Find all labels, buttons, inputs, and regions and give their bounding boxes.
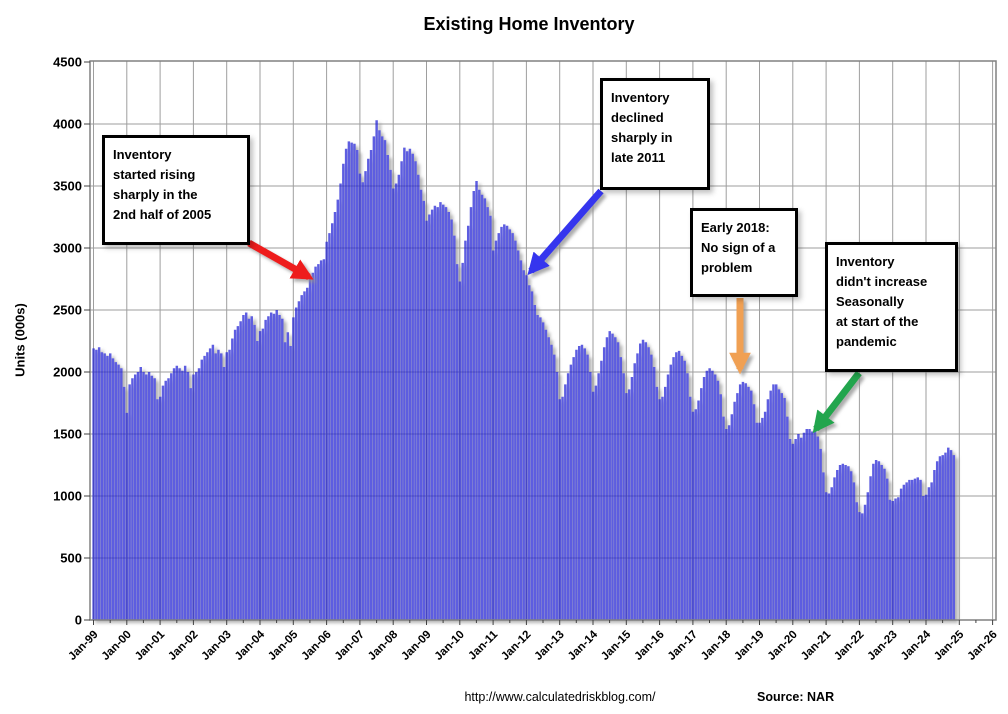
x-axis-tick-label: Jan-06 [299,629,333,663]
annotation-line: pandemic [836,334,897,349]
x-axis-tick-label: Jan-25 [932,628,967,663]
annotation-box: Early 2018: No sign of a problem [690,208,798,297]
x-axis-tick-label: Jan-09 [399,629,433,663]
x-axis-tick-label: Jan-13 [533,629,567,663]
annotation-box: Inventory started rising sharply in the 2nd… [102,135,250,245]
annotation-box: Inventory didn't increase Seasonally at sta… [825,242,958,372]
y-axis-tick-label: 500 [60,551,82,566]
annotation-line: declined [611,110,664,125]
annotation-line: Inventory [611,90,670,105]
x-axis-tick-label: Jan-02 [166,629,200,663]
annotation-line: at start of the [836,314,919,329]
annotation-line: problem [701,260,753,275]
annotation-line: Inventory [836,254,895,269]
annotation-arrow [527,188,604,276]
annotation-line: started rising [113,167,196,182]
y-axis-tick-label: 4500 [53,55,82,70]
x-axis-tick-label: Jan-21 [799,628,834,663]
annotation-line: didn't increase [836,274,928,289]
x-axis-tick-label: Jan-14 [566,628,601,663]
annotation-arrows [247,188,862,434]
y-axis-tick-label: 1000 [53,489,82,504]
x-axis-tick-label: Jan-16 [632,629,666,663]
x-axis-tick-label: Jan-10 [433,629,467,663]
x-axis-tick-label: Jan-08 [366,628,401,663]
annotation-line: sharply in [611,130,673,145]
annotation-arrow [812,370,862,434]
annotation-line: sharply in the [113,187,198,202]
x-axis-tick-label: Jan-99 [66,629,100,663]
annotation-line: Early 2018: [701,220,770,235]
x-axis-tick-label: Jan-00 [100,629,134,663]
annotation-line: 2nd half of 2005 [113,207,212,222]
x-axis-tick-label: Jan-07 [333,629,367,663]
x-axis-tick-label: Jan-23 [866,629,900,663]
footer-source: Source: NAR [757,690,835,704]
x-axis-tick-label: Jan-04 [233,628,268,663]
x-axis-tick-label: Jan-24 [899,628,934,663]
x-axis-tick-label: Jan-19 [732,629,766,663]
annotation-line: late 2011 [611,150,666,165]
x-axis-tick-label: Jan-26 [965,629,999,663]
x-axis-tick-label: Jan-20 [766,629,800,663]
annotation-line: No sign of a [701,240,776,255]
annotation-arrow [247,239,314,281]
x-axis-tick-label: Jan-18 [699,628,734,663]
x-axis-tick-label: Jan-03 [200,629,234,663]
x-axis-tick-label: Jan-01 [133,628,168,663]
x-axis-tick-label: Jan-11 [466,628,500,662]
annotation-line: Inventory [113,147,172,162]
chart-title: Existing Home Inventory [423,14,635,34]
y-axis-tick-label: 0 [75,613,82,628]
y-axis-tick-label: 4000 [53,117,82,132]
y-axis-tick-label: 2000 [53,365,82,380]
x-axis-tick-label: Jan-15 [599,628,634,663]
y-axis-tick-label: 3000 [53,241,82,256]
x-axis-tick-label: Jan-22 [832,629,866,663]
footer-url: http://www.calculatedriskblog.com/ [464,690,656,704]
annotation-box: Inventory declined sharply in late 2011 [600,78,710,190]
x-axis-tick-label: Jan-12 [499,629,533,663]
axis-ticks [84,61,994,625]
y-axis-tick-label: 3500 [53,179,82,194]
inventory-bars-series [92,120,956,621]
x-axis-tick-label: Jan-05 [266,628,301,663]
y-axis-tick-label: 2500 [53,303,82,318]
y-axis-tick-label: 1500 [53,427,82,442]
annotation-line: Seasonally [836,294,904,309]
x-axis-tick-label: Jan-17 [666,629,700,663]
